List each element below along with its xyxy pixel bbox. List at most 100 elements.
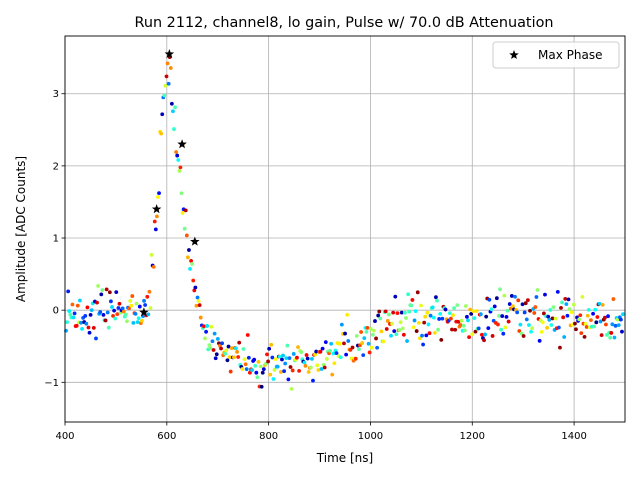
scatter-point	[489, 307, 494, 312]
scatter-point	[183, 208, 188, 213]
scatter-point	[598, 319, 603, 324]
scatter-point	[448, 316, 453, 321]
scatter-point	[147, 289, 152, 294]
scatter-point	[266, 359, 270, 364]
scatter-point	[192, 288, 197, 293]
scatter-point	[107, 290, 112, 295]
scatter-point	[243, 362, 248, 367]
scatter-point	[187, 248, 191, 252]
scatter-point	[291, 352, 296, 356]
scatter-point	[323, 340, 328, 344]
scatter-point	[283, 361, 288, 366]
scatter-point	[154, 214, 159, 219]
scatter-point	[370, 332, 375, 337]
scatter-point	[190, 261, 195, 266]
scatter-point	[223, 351, 228, 356]
scatter-point	[398, 320, 403, 325]
scatter-point	[285, 343, 290, 348]
scatter-point	[504, 314, 509, 319]
scatter-point	[369, 345, 374, 350]
scatter-point	[584, 325, 589, 329]
scatter-point	[574, 327, 578, 332]
scatter-point	[534, 295, 539, 299]
scatter-point	[393, 294, 398, 299]
scatter-point	[455, 303, 460, 307]
scatter-point	[414, 329, 419, 333]
scatter-point	[502, 293, 507, 298]
scatter-point	[580, 294, 585, 299]
scatter-point	[114, 290, 119, 295]
scatter-point	[129, 303, 134, 308]
scatter-point	[438, 312, 443, 316]
scatter-point	[357, 347, 361, 352]
scatter-point	[405, 339, 409, 343]
scatter-point	[412, 318, 417, 323]
scatter-point	[389, 333, 393, 338]
scatter-point	[316, 368, 321, 372]
scatter-point	[505, 308, 510, 313]
scatter-point	[392, 329, 397, 334]
scatter-point	[254, 370, 259, 375]
scatter-point	[378, 316, 383, 321]
scatter-point	[420, 333, 424, 338]
scatter-point	[586, 308, 591, 312]
scatter-point	[525, 298, 530, 303]
legend-label-max-phase: Max Phase	[538, 48, 602, 62]
scatter-point	[509, 294, 514, 298]
scatter-point	[550, 316, 555, 321]
max-phase-star	[177, 139, 187, 149]
scatter-point	[539, 330, 544, 334]
scatter-point	[180, 211, 185, 215]
scatter-point	[593, 307, 598, 312]
scatter-point	[600, 303, 605, 307]
scatter-point	[395, 311, 400, 316]
scatter-point	[282, 369, 287, 374]
scatter-point	[361, 353, 366, 358]
scatter-point	[434, 295, 438, 300]
scatter-point	[535, 288, 540, 292]
scatter-point	[71, 315, 76, 320]
legend-star-shape	[509, 50, 519, 60]
scatter-point	[439, 337, 444, 342]
x-tick-label: 600	[157, 431, 176, 442]
scatter-point	[346, 339, 351, 343]
scatter-points	[64, 55, 625, 391]
scatter-point	[503, 325, 508, 330]
scatter-point	[435, 298, 439, 303]
scatter-point	[604, 322, 608, 327]
scatter-point	[423, 314, 428, 319]
scatter-point	[286, 377, 291, 382]
scatter-point	[85, 305, 90, 310]
scatter-point	[185, 255, 190, 260]
scatter-point	[191, 278, 196, 283]
scatter-point	[437, 317, 442, 321]
scatter-point	[385, 319, 390, 323]
scatter-point	[492, 304, 497, 309]
scatter-point	[137, 304, 142, 309]
scatter-point	[288, 365, 293, 369]
scatter-point	[453, 327, 458, 332]
scatter-point	[237, 340, 242, 345]
scatter-point	[318, 349, 323, 354]
scatter-point	[229, 346, 234, 350]
scatter-point	[563, 296, 568, 301]
scatter-point	[228, 369, 233, 374]
scatter-point	[582, 334, 587, 339]
scatter-point	[383, 309, 388, 314]
scatter-point	[260, 370, 265, 375]
scatter-point	[390, 321, 394, 326]
scatter-point	[164, 74, 169, 79]
scatter-point	[198, 315, 203, 320]
scatter-point	[120, 306, 125, 311]
scatter-point	[271, 377, 276, 381]
scatter-point	[169, 101, 174, 106]
scatter-point	[253, 363, 258, 368]
scatter-point	[105, 310, 110, 315]
scatter-point	[422, 320, 427, 325]
scatter-point	[374, 336, 378, 341]
scatter-point	[328, 348, 332, 353]
scatter-point	[406, 292, 411, 297]
scatter-point	[173, 105, 177, 110]
y-tick-label: 3	[53, 89, 59, 100]
x-axis-ticks: 400 600 800 1000 1200 1400	[55, 422, 587, 442]
